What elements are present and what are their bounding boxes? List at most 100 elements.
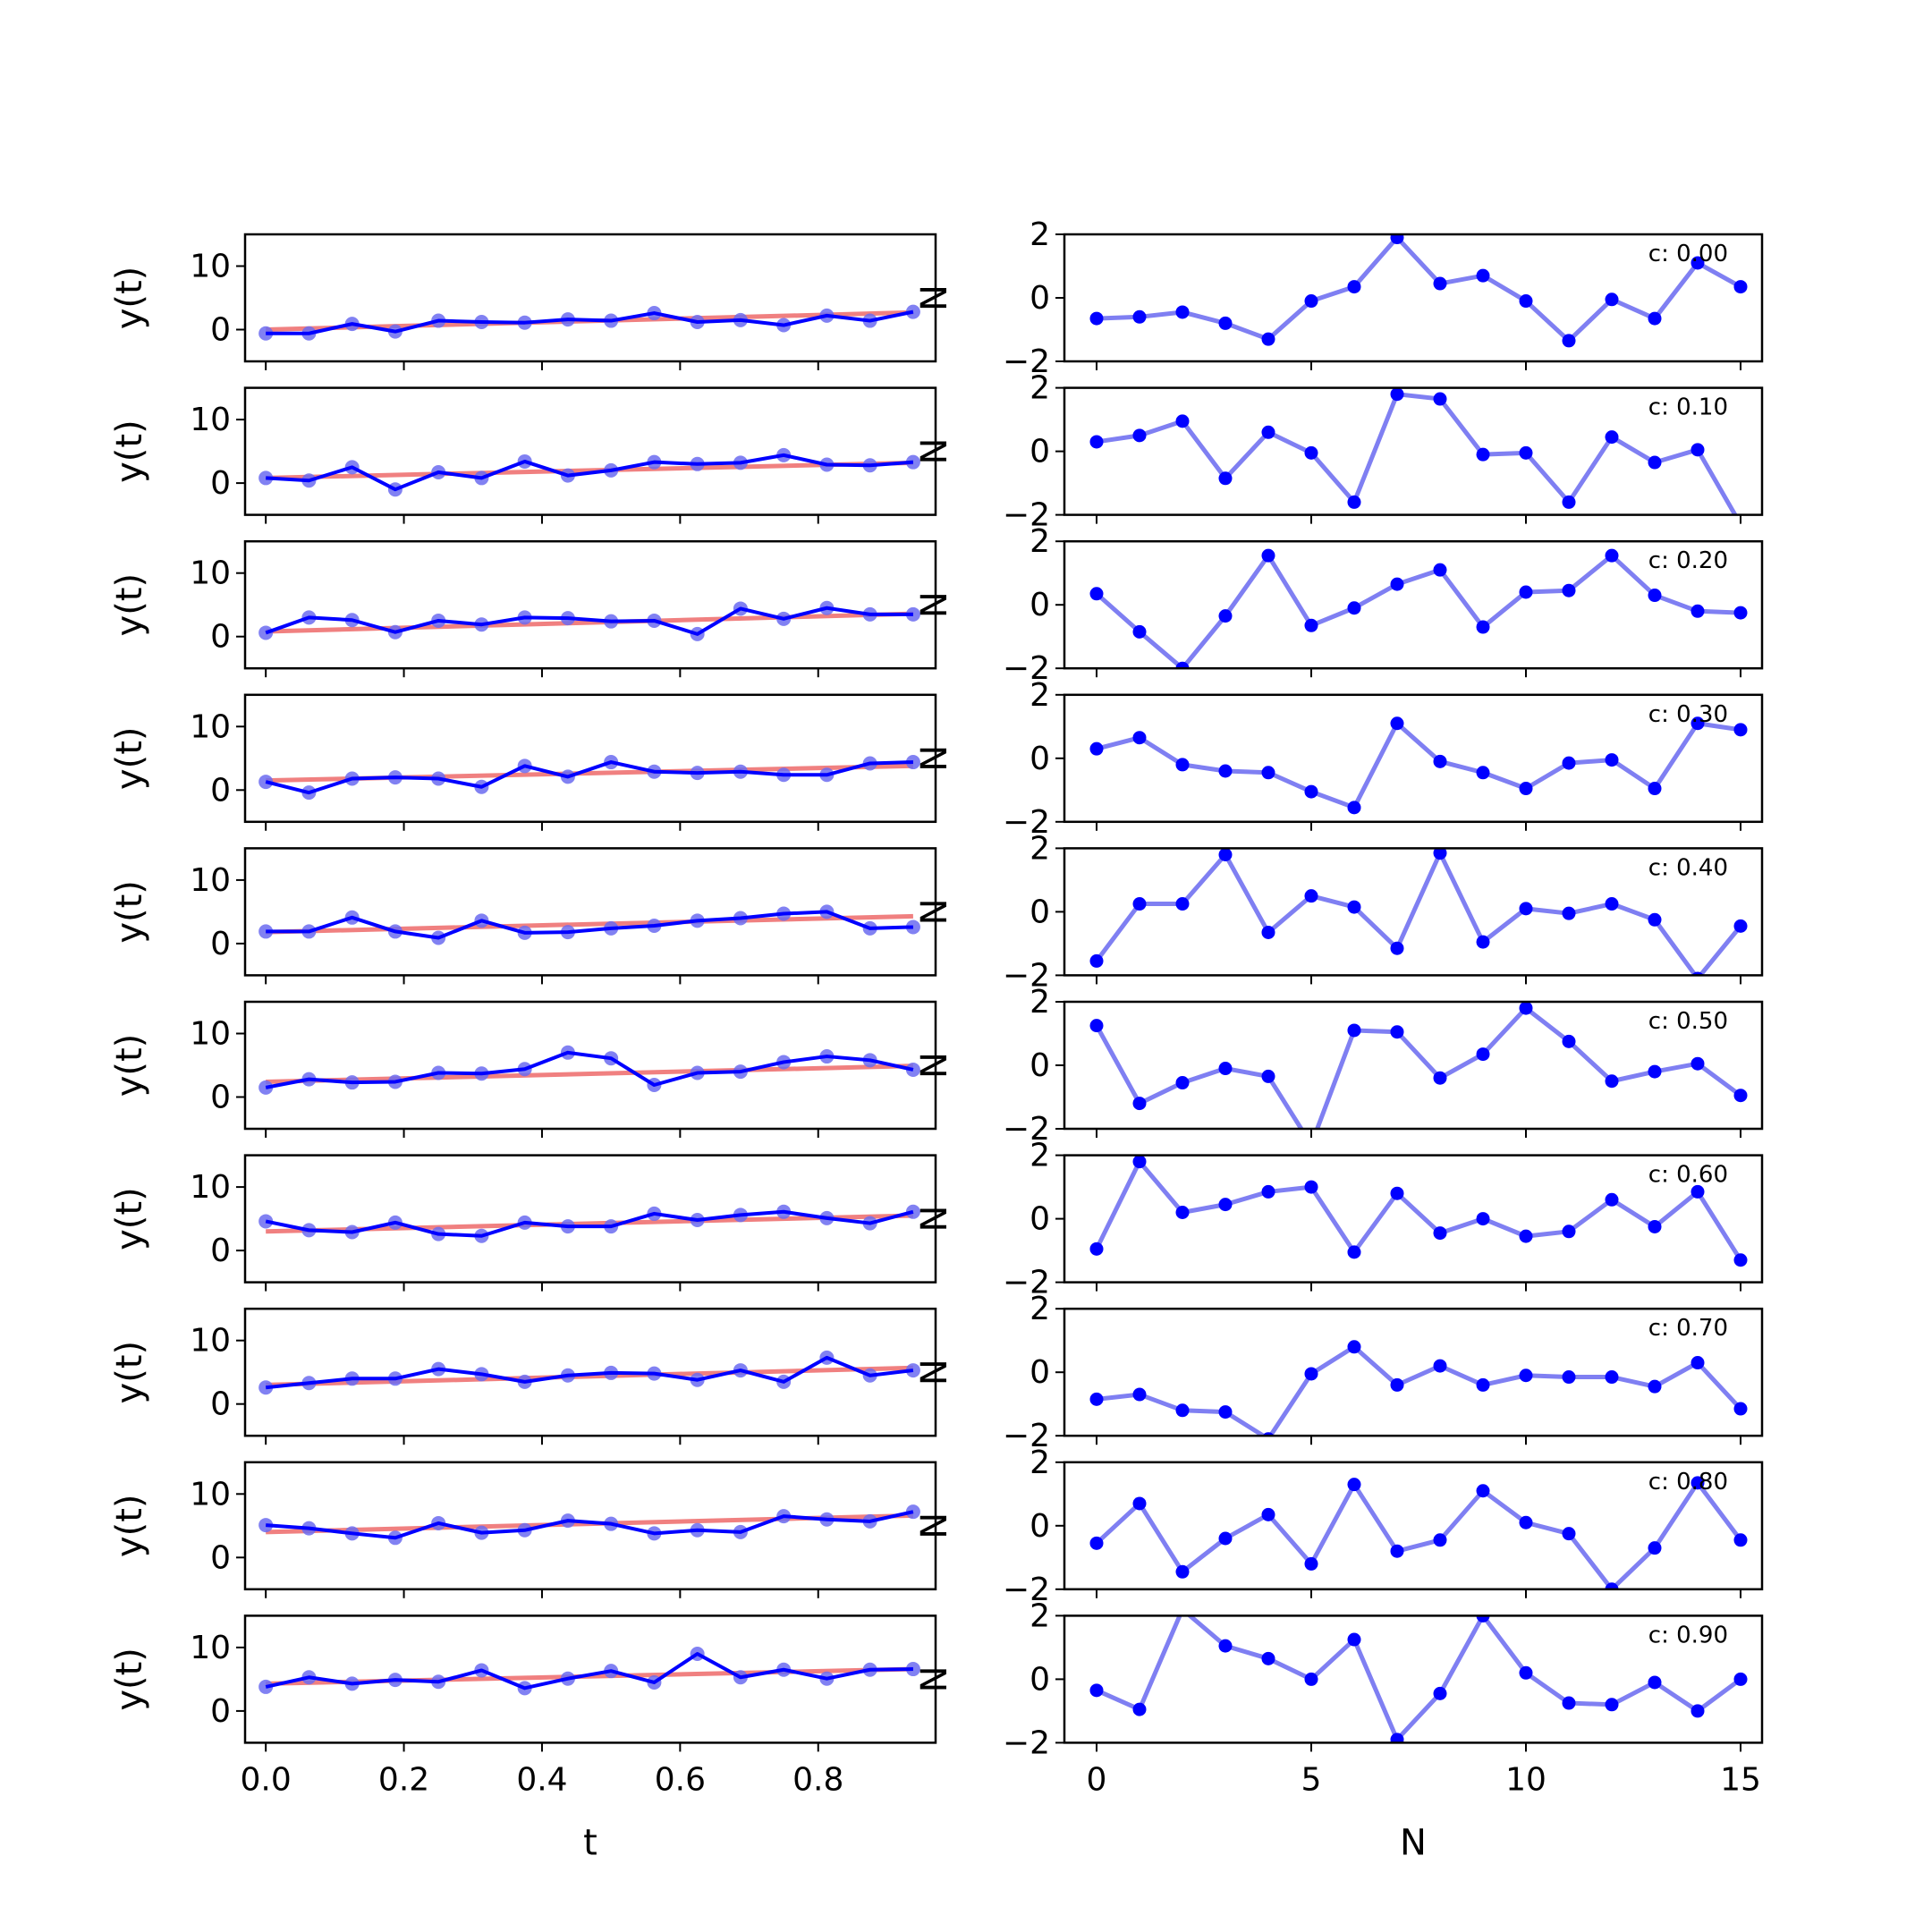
residual-point (1304, 294, 1318, 309)
y-tick-label: 0 (210, 1233, 231, 1269)
y-tick-label: 0 (210, 619, 231, 656)
plot-area (258, 600, 920, 641)
residual-point (1562, 1034, 1576, 1048)
y-tick-label: 10 (190, 249, 231, 285)
residual-point (1218, 1198, 1233, 1212)
residual-point (1476, 268, 1490, 283)
plot-area (258, 1045, 920, 1095)
residual-point (1132, 897, 1147, 911)
residual-point (1390, 234, 1404, 245)
y-tick-label: −2 (1003, 1265, 1050, 1301)
residual-point (1690, 716, 1705, 731)
residual-point (1519, 1368, 1533, 1383)
residual-point (1132, 731, 1147, 745)
residual-point (1304, 618, 1318, 632)
x-tick-label: 0.8 (792, 1761, 843, 1798)
y-axis-label: N (914, 438, 955, 465)
y-tick-label: 10 (190, 555, 231, 592)
plot-area (1089, 548, 1748, 669)
residual-point (1261, 332, 1275, 346)
residual-point (1690, 256, 1705, 270)
y-tick-label: 0 (1030, 1047, 1050, 1084)
y-tick-label: −2 (1003, 804, 1050, 841)
y-tick-label: 10 (190, 1323, 231, 1360)
residual-point (1304, 1180, 1318, 1194)
x-tick-label: 0.0 (241, 1761, 292, 1798)
residual-point (1175, 897, 1190, 911)
observation-line (265, 1355, 914, 1390)
residual-line (1095, 553, 1741, 669)
residual-line (1094, 1159, 1743, 1262)
residual-point (1605, 1192, 1619, 1207)
residual-point (1433, 1071, 1447, 1085)
residual-point (1648, 1219, 1662, 1233)
residual-point (1562, 1696, 1576, 1710)
y-tick-label: 0 (1030, 741, 1050, 777)
y-tick-label: −2 (1003, 1724, 1050, 1761)
residual-point (1347, 280, 1361, 294)
residual-point (1132, 309, 1147, 324)
residual-point (1175, 1403, 1190, 1418)
subplot-left-3: 0 10 y(t) (109, 693, 937, 831)
residual-point (1132, 428, 1147, 443)
c-value-label: c: 0.40 (1648, 854, 1728, 881)
y-axis-label: N (914, 745, 955, 772)
residual-point (1476, 1484, 1490, 1498)
y-tick-label: 0 (210, 465, 231, 502)
residual-point (1261, 1651, 1275, 1665)
y-axis-label: y(t) (109, 1341, 150, 1404)
y-tick-label: 2 (1030, 216, 1050, 253)
residual-point (1089, 587, 1104, 601)
subplot-right-9: c: 0.90 −2 0 2 0 5 10 15 N (914, 1597, 1764, 1798)
residual-point (1605, 897, 1619, 911)
residual-point (1089, 1019, 1104, 1033)
residual-point (1261, 925, 1275, 939)
residual-point (1261, 425, 1275, 439)
y-axis-label: N (914, 1513, 955, 1539)
x-tick-label: 5 (1301, 1761, 1322, 1798)
y-axis-label: N (914, 591, 955, 618)
residual-point (1690, 1184, 1705, 1199)
c-value-label: c: 0.30 (1648, 701, 1728, 728)
residual-point (1304, 1556, 1318, 1571)
y-tick-label: 0 (210, 1693, 231, 1730)
observation-line (265, 606, 913, 636)
residual-line (1096, 721, 1741, 810)
y-tick-label: 0 (210, 1080, 231, 1116)
plot-area (1089, 1002, 1748, 1129)
residual-point (1347, 1245, 1361, 1259)
residual-point (1304, 784, 1318, 799)
y-axis-label: y(t) (109, 1495, 150, 1558)
observation-line (265, 1209, 914, 1238)
residual-point (1476, 447, 1490, 462)
residual-point (1648, 1064, 1662, 1079)
residual-point (1261, 1507, 1275, 1521)
residual-point (1605, 1582, 1619, 1589)
plot-area (258, 304, 920, 341)
y-tick-label: 10 (190, 1630, 231, 1666)
residual-point (1476, 620, 1490, 634)
residual-point (1433, 1533, 1447, 1547)
residual-point (1433, 1686, 1447, 1700)
y-tick-label: 10 (190, 1016, 231, 1053)
subplot-right-2: c: 0.20 −2 0 2 N (914, 523, 1764, 687)
residual-point (1175, 758, 1190, 772)
y-tick-label: −2 (1003, 1111, 1050, 1148)
y-tick-label: −2 (1003, 343, 1050, 380)
x-tick-label: 10 (1505, 1761, 1546, 1798)
subplot-right-5: c: 0.50 −2 0 2 N (914, 984, 1764, 1148)
residual-point (1218, 1405, 1233, 1419)
plot-area (1089, 1476, 1748, 1589)
residual-point (1433, 276, 1447, 291)
subplot-left-1: 0 10 y(t) (109, 386, 937, 524)
residual-point (1218, 316, 1233, 330)
residual-point (1390, 577, 1404, 591)
plot-area (258, 447, 920, 497)
residual-line (1096, 1344, 1742, 1436)
residual-point (1132, 1387, 1147, 1402)
c-value-label: c: 0.20 (1648, 547, 1728, 574)
y-tick-label: 2 (1030, 1291, 1050, 1327)
residual-point (1648, 782, 1662, 796)
subplot-right-1: c: 0.10 −2 0 2 N (914, 370, 1764, 534)
